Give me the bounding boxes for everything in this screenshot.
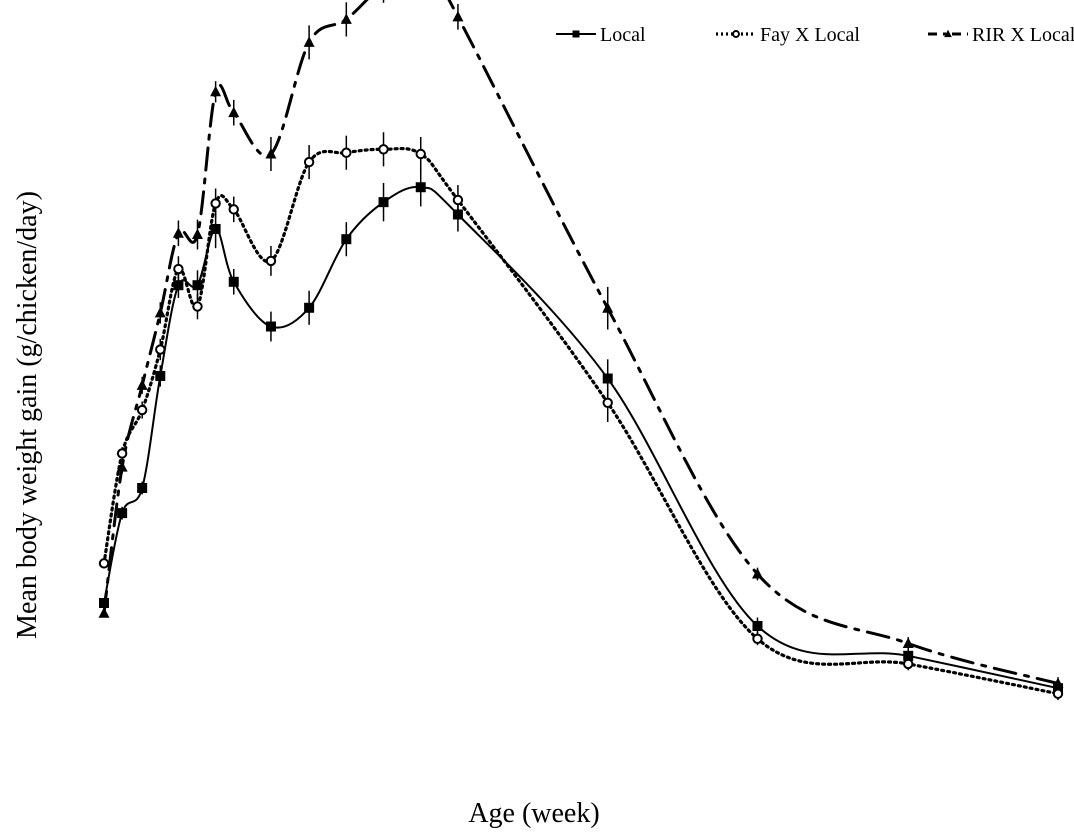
data-point-fay-x-local-4 [173,263,184,275]
data-point-rir-x-local-7 [228,106,240,118]
data-point-local-13 [452,209,463,220]
legend-swatch-marker-local [572,30,580,38]
legend-swatch-marker-rir-x-local [944,29,952,38]
data-point-local-3 [155,370,166,381]
data-point-local-10 [341,234,352,245]
series-line-rir-x-local [102,0,1060,686]
series-lines [102,0,1060,696]
data-point-local-14 [602,373,613,384]
data-point-fay-x-local-2 [136,404,148,416]
data-point-fay-x-local-11 [378,144,389,155]
data-point-local-15 [752,621,763,632]
data-point-fay-x-local-8 [265,255,277,267]
y-axis-label: Mean body weight gain (g/chicken/day) [12,191,43,639]
data-point-rir-x-local-16 [902,637,914,648]
data-point-local-1 [117,508,128,519]
legend-label-rir-x-local: RIR X Local [972,24,1074,46]
data-point-rir-x-local-3 [154,306,166,318]
data-point-rir-x-local-8 [265,147,277,159]
data-point-rir-x-local-9 [303,36,315,47]
data-point-rir-x-local-10 [340,13,352,24]
x-axis-label: Age (week) [468,798,599,829]
data-point-local-12 [415,182,426,193]
data-point-local-6 [210,223,221,234]
data-point-local-16 [903,650,914,661]
data-point-rir-x-local-6 [210,85,222,97]
data-point-rir-x-local-0 [98,607,110,618]
legend-swatch-marker-fay-x-local [732,30,740,38]
data-point-local-17 [1053,683,1063,694]
data-point-fay-x-local-6 [210,198,221,209]
data-point-local-11 [378,197,389,208]
data-point-fay-x-local-13 [452,194,464,206]
series-markers [98,10,1064,699]
data-point-local-5 [192,280,203,291]
data-point-fay-x-local-7 [228,204,239,215]
data-point-fay-x-local-14 [602,397,613,408]
legend-item-local: Local [556,24,646,46]
data-point-fay-x-local-9 [303,156,315,168]
data-point-fay-x-local-17 [1052,688,1064,699]
error-bars [103,0,1059,701]
series-line-fay-x-local [102,146,1060,696]
data-point-fay-x-local-12 [415,148,426,160]
data-point-rir-x-local-13 [452,10,464,22]
legend: Local Fay X Local RIR X Local [556,24,1074,46]
legend-label-fay-x-local: Fay X Local [760,24,860,46]
data-point-fay-x-local-15 [752,633,763,644]
data-point-fay-x-local-10 [341,147,352,158]
data-point-local-2 [137,482,148,493]
data-point-local-9 [304,302,315,313]
data-point-rir-x-local-15 [751,568,763,579]
data-point-rir-x-local-1 [116,461,128,472]
data-point-fay-x-local-3 [155,344,166,355]
data-point-local-4 [173,280,184,291]
legend-item-fay-x-local: Fay X Local [716,24,860,46]
data-point-fay-x-local-1 [116,448,128,459]
data-point-fay-x-local-5 [192,301,203,312]
data-point-rir-x-local-4 [172,227,184,238]
legend-label-local: Local [600,24,646,46]
series-line-local [103,185,1059,690]
legend-item-rir-x-local: RIR X Local [928,24,1074,46]
data-point-local-8 [265,321,276,332]
data-point-rir-x-local-17 [1052,677,1064,689]
data-point-rir-x-local-2 [136,379,148,390]
data-point-rir-x-local-5 [191,228,203,240]
data-point-rir-x-local-14 [602,302,614,313]
data-point-local-7 [228,276,239,287]
data-point-fay-x-local-16 [903,658,914,670]
data-point-fay-x-local-0 [98,558,110,569]
data-point-local-0 [99,598,109,608]
